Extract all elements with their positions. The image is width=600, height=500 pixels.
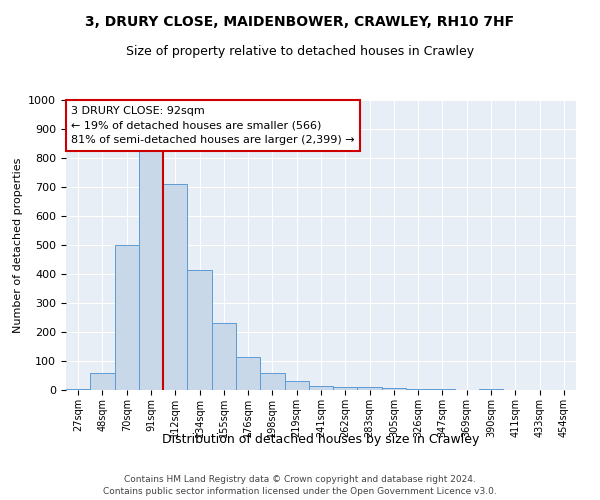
Text: Contains HM Land Registry data © Crown copyright and database right 2024.: Contains HM Land Registry data © Crown c… <box>124 475 476 484</box>
Bar <box>115 245 139 390</box>
Bar <box>358 386 382 390</box>
Bar <box>406 388 430 390</box>
Bar <box>66 388 90 390</box>
Bar <box>479 388 503 390</box>
Text: Distribution of detached houses by size in Crawley: Distribution of detached houses by size … <box>163 432 479 446</box>
Text: 3, DRURY CLOSE, MAIDENBOWER, CRAWLEY, RH10 7HF: 3, DRURY CLOSE, MAIDENBOWER, CRAWLEY, RH… <box>85 15 515 29</box>
Bar <box>90 372 115 390</box>
Bar <box>333 386 358 390</box>
Bar <box>382 388 406 390</box>
Bar <box>309 386 333 390</box>
Bar <box>187 270 212 390</box>
Bar <box>236 356 260 390</box>
Text: 3 DRURY CLOSE: 92sqm
← 19% of detached houses are smaller (566)
81% of semi-deta: 3 DRURY CLOSE: 92sqm ← 19% of detached h… <box>71 106 355 146</box>
Text: Size of property relative to detached houses in Crawley: Size of property relative to detached ho… <box>126 45 474 58</box>
Bar <box>430 388 455 390</box>
Text: Contains public sector information licensed under the Open Government Licence v3: Contains public sector information licen… <box>103 488 497 496</box>
Bar <box>284 380 309 390</box>
Bar <box>260 374 284 390</box>
Y-axis label: Number of detached properties: Number of detached properties <box>13 158 23 332</box>
Bar <box>139 151 163 390</box>
Bar <box>212 324 236 390</box>
Bar <box>163 184 187 390</box>
